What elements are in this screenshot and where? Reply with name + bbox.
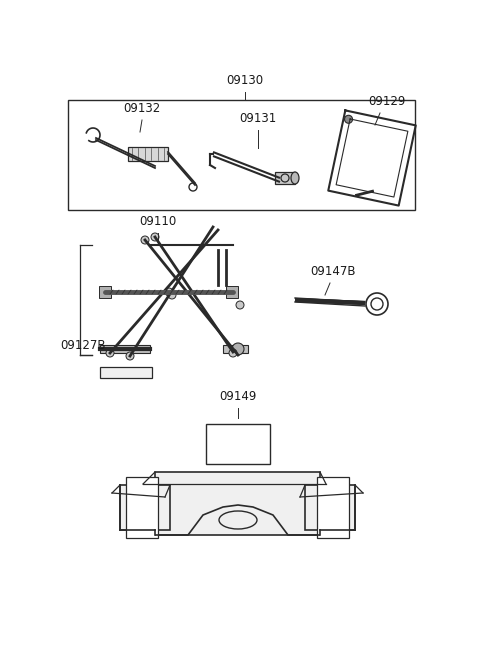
Bar (100, 367, 152, 378)
Bar (120, 485, 170, 530)
Bar (275, 172, 295, 184)
Bar (305, 485, 355, 530)
Bar (155, 472, 320, 535)
Bar (99, 286, 111, 298)
Text: 09132: 09132 (123, 102, 161, 115)
Bar (223, 345, 248, 353)
Circle shape (141, 236, 149, 244)
Circle shape (345, 115, 352, 123)
Bar (206, 424, 270, 464)
Bar (226, 286, 238, 298)
Bar (128, 147, 168, 161)
Bar (126, 477, 158, 538)
Circle shape (126, 352, 134, 360)
Circle shape (236, 301, 244, 309)
Circle shape (165, 288, 173, 296)
Circle shape (232, 343, 244, 355)
Text: 09129: 09129 (368, 95, 406, 108)
Bar (317, 477, 349, 538)
Circle shape (151, 233, 159, 241)
Text: 09127B: 09127B (60, 339, 106, 352)
Text: 09131: 09131 (240, 112, 276, 125)
Circle shape (229, 349, 237, 357)
Circle shape (168, 291, 176, 299)
Text: 09147B: 09147B (310, 265, 356, 278)
Bar (100, 345, 150, 353)
Bar (68, 100, 415, 210)
Text: 09110: 09110 (139, 215, 177, 228)
Text: 09149: 09149 (219, 390, 257, 403)
Text: 09130: 09130 (227, 74, 264, 87)
Ellipse shape (291, 172, 299, 184)
Circle shape (106, 349, 114, 357)
